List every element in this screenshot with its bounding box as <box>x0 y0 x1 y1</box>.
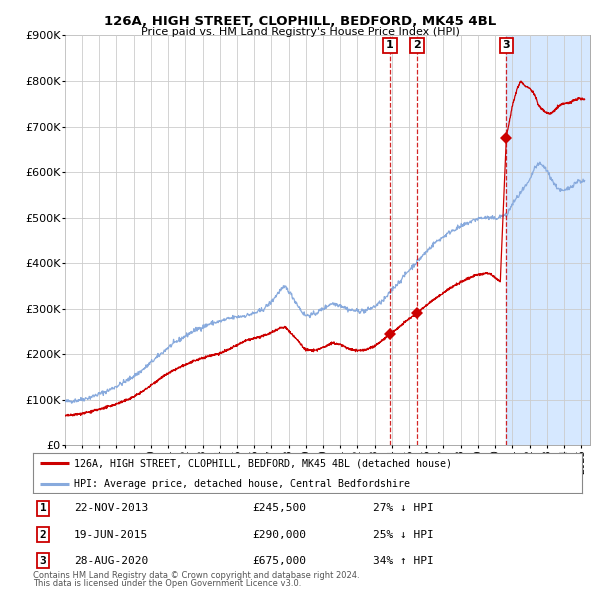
Bar <box>506 35 598 445</box>
Text: 126A, HIGH STREET, CLOPHILL, BEDFORD, MK45 4BL: 126A, HIGH STREET, CLOPHILL, BEDFORD, MK… <box>104 15 496 28</box>
Text: 22-NOV-2013: 22-NOV-2013 <box>74 503 148 513</box>
Text: Contains HM Land Registry data © Crown copyright and database right 2024.: Contains HM Land Registry data © Crown c… <box>33 571 359 580</box>
Text: 28-AUG-2020: 28-AUG-2020 <box>74 556 148 566</box>
Text: 1: 1 <box>386 40 394 50</box>
Text: 126A, HIGH STREET, CLOPHILL, BEDFORD, MK45 4BL (detached house): 126A, HIGH STREET, CLOPHILL, BEDFORD, MK… <box>74 458 452 468</box>
Text: £290,000: £290,000 <box>253 530 307 539</box>
Text: Price paid vs. HM Land Registry's House Price Index (HPI): Price paid vs. HM Land Registry's House … <box>140 27 460 37</box>
Text: 25% ↓ HPI: 25% ↓ HPI <box>373 530 434 539</box>
Text: 2: 2 <box>413 40 421 50</box>
Text: 3: 3 <box>40 556 46 566</box>
Text: £675,000: £675,000 <box>253 556 307 566</box>
Text: £245,500: £245,500 <box>253 503 307 513</box>
Text: 2: 2 <box>40 530 46 539</box>
Text: 1: 1 <box>40 503 46 513</box>
Text: HPI: Average price, detached house, Central Bedfordshire: HPI: Average price, detached house, Cent… <box>74 479 410 489</box>
Text: 3: 3 <box>502 40 510 50</box>
Text: 27% ↓ HPI: 27% ↓ HPI <box>373 503 434 513</box>
Text: 34% ↑ HPI: 34% ↑ HPI <box>373 556 434 566</box>
Text: This data is licensed under the Open Government Licence v3.0.: This data is licensed under the Open Gov… <box>33 579 301 588</box>
Text: 19-JUN-2015: 19-JUN-2015 <box>74 530 148 539</box>
